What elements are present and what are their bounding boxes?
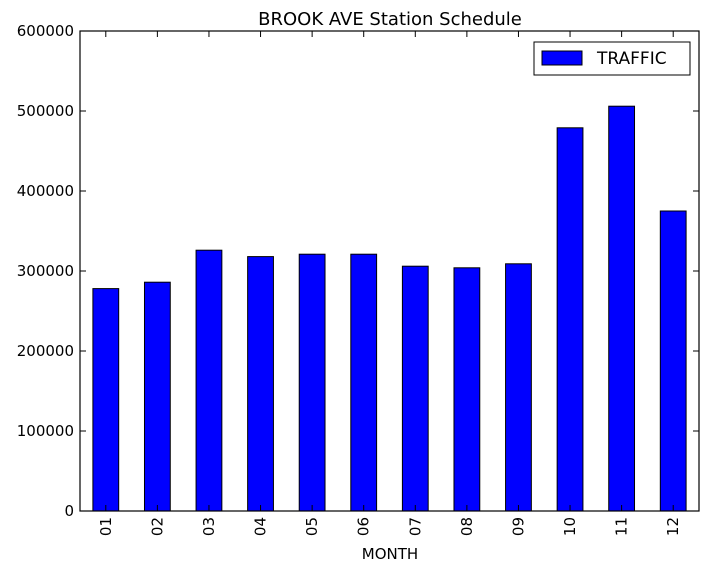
bar-10: [556, 127, 584, 512]
x-tick-label: 03: [200, 517, 218, 536]
bar-06: [350, 253, 378, 512]
legend-box: [533, 41, 691, 76]
bar-03: [195, 249, 223, 512]
x-tick-label: 04: [252, 517, 270, 536]
x-tick-label: 05: [303, 517, 321, 536]
bar-01: [92, 288, 120, 512]
x-tick-label: 10: [561, 517, 579, 536]
y-tick-label: 300000: [17, 262, 74, 280]
x-tick-label: 07: [406, 517, 424, 536]
bar-08: [453, 267, 481, 512]
y-tick-label: 600000: [17, 22, 74, 40]
y-tick-label: 0: [64, 502, 74, 520]
x-tick-label: 02: [148, 517, 166, 536]
x-axis-label: MONTH: [362, 545, 418, 563]
x-axis: 01 02 03 04 05 06 07 08 09 10 11 12: [97, 31, 682, 536]
bar-04: [247, 256, 274, 512]
x-tick-label: 08: [458, 517, 476, 536]
bars-group: [92, 105, 687, 512]
y-tick-label: 100000: [17, 422, 74, 440]
x-tick-label: 09: [509, 517, 527, 536]
bar-11: [608, 105, 636, 512]
y-tick-label: 400000: [17, 182, 74, 200]
bar-05: [298, 253, 326, 512]
legend: TRAFFIC: [533, 41, 691, 76]
legend-label: TRAFFIC: [596, 49, 667, 69]
y-tick-label: 200000: [17, 342, 74, 360]
bar-12: [659, 210, 687, 512]
bar-09: [505, 263, 532, 512]
x-tick-label: 01: [97, 517, 115, 536]
y-axis: 0 100000 200000 300000 400000 500000 600000: [17, 22, 699, 520]
x-tick-label: 12: [664, 517, 682, 536]
x-tick-label: 11: [613, 517, 631, 536]
x-tick-label: 06: [355, 517, 373, 536]
bar-02: [143, 281, 171, 512]
plot-frame: [79, 30, 700, 512]
legend-swatch: [541, 50, 583, 66]
y-tick-label: 500000: [17, 102, 74, 120]
chart-title: BROOK AVE Station Schedule: [258, 9, 522, 30]
bar-07: [401, 265, 429, 512]
